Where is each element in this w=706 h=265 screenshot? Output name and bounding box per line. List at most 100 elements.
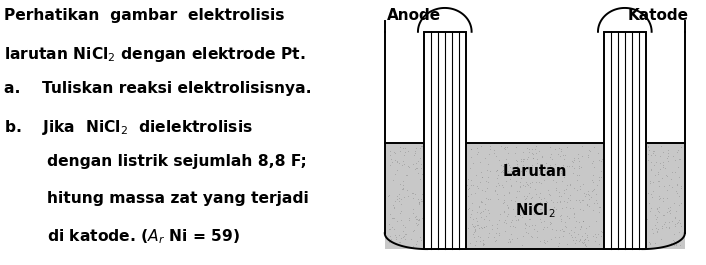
Point — [559, 224, 570, 228]
Point — [564, 206, 575, 210]
Point — [410, 217, 421, 221]
Point — [549, 147, 561, 151]
Point — [429, 233, 440, 238]
Point — [637, 182, 648, 186]
Point — [672, 165, 683, 170]
Point — [524, 181, 535, 185]
Point — [453, 223, 465, 227]
Point — [577, 234, 588, 238]
Point — [640, 197, 652, 201]
Point — [564, 182, 575, 186]
Point — [520, 223, 532, 227]
Point — [574, 227, 585, 231]
Point — [659, 213, 670, 217]
Point — [412, 159, 424, 164]
Point — [601, 158, 612, 162]
Point — [568, 229, 580, 234]
Point — [415, 197, 426, 201]
Point — [632, 227, 643, 231]
Point — [472, 219, 483, 223]
Point — [424, 216, 435, 220]
Point — [618, 181, 629, 185]
Point — [592, 201, 603, 205]
Point — [654, 205, 665, 209]
Point — [451, 181, 462, 186]
Point — [414, 201, 425, 205]
Point — [578, 208, 589, 213]
Point — [517, 183, 529, 187]
Point — [457, 206, 468, 210]
Point — [675, 145, 686, 149]
Point — [633, 180, 644, 184]
Point — [522, 231, 534, 235]
Point — [425, 213, 436, 217]
Text: dengan listrik sejumlah 8,8 F;: dengan listrik sejumlah 8,8 F; — [4, 154, 306, 169]
Point — [457, 169, 468, 173]
Point — [655, 236, 666, 241]
Point — [512, 207, 523, 211]
Point — [423, 200, 434, 205]
Point — [633, 204, 644, 209]
Point — [654, 197, 665, 201]
Point — [479, 207, 491, 211]
Point — [674, 175, 685, 179]
Point — [502, 212, 513, 216]
Point — [527, 156, 539, 160]
Point — [669, 224, 681, 228]
Point — [385, 153, 396, 157]
Point — [421, 237, 433, 241]
Point — [454, 187, 465, 191]
Point — [611, 161, 622, 165]
Point — [422, 231, 433, 236]
Point — [389, 227, 400, 232]
Point — [598, 189, 609, 194]
Point — [491, 184, 502, 188]
Point — [566, 158, 578, 163]
Point — [398, 195, 409, 199]
Point — [582, 238, 594, 242]
Point — [629, 206, 640, 210]
Point — [669, 216, 681, 220]
Point — [570, 235, 581, 240]
Point — [386, 160, 397, 165]
Point — [390, 171, 401, 176]
Point — [534, 167, 545, 172]
Point — [431, 206, 443, 210]
Point — [515, 169, 527, 173]
Point — [530, 147, 541, 151]
Point — [632, 207, 643, 211]
Point — [594, 205, 605, 209]
Point — [540, 241, 551, 245]
Point — [630, 201, 642, 205]
Point — [657, 150, 669, 154]
Point — [441, 218, 452, 222]
Point — [437, 232, 448, 236]
Point — [577, 241, 588, 245]
Point — [670, 215, 681, 219]
Point — [675, 184, 686, 188]
Point — [530, 223, 541, 228]
Point — [426, 222, 437, 226]
Point — [581, 235, 592, 239]
Point — [674, 194, 685, 198]
Point — [499, 147, 510, 151]
Point — [517, 168, 528, 173]
Point — [425, 155, 436, 160]
Point — [606, 151, 618, 155]
Point — [457, 158, 469, 162]
Point — [616, 151, 627, 155]
Point — [609, 193, 621, 198]
Point — [652, 206, 663, 210]
Point — [554, 235, 565, 240]
Point — [595, 169, 606, 173]
Point — [535, 181, 546, 185]
Point — [654, 167, 666, 171]
Point — [530, 192, 542, 196]
Point — [480, 202, 491, 206]
Point — [505, 232, 517, 236]
Point — [561, 145, 573, 149]
Point — [630, 151, 642, 155]
Point — [628, 242, 640, 246]
Point — [505, 224, 516, 229]
Point — [638, 184, 650, 189]
